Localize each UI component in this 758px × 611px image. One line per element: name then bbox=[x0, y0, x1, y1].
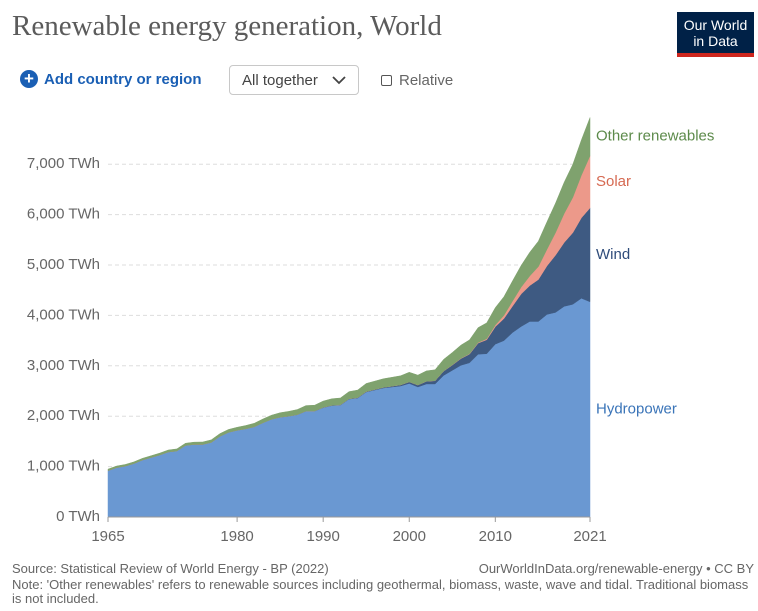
button-label: Add country or region bbox=[44, 70, 202, 88]
x-tick-label: 1990 bbox=[306, 528, 339, 545]
series-label: Hydropower bbox=[596, 400, 677, 417]
logo[interactable]: Our World in Data bbox=[677, 12, 754, 57]
plus-icon: + bbox=[20, 70, 38, 88]
x-tick-label: 2010 bbox=[479, 528, 512, 545]
area bbox=[107, 297, 591, 518]
chart-title: Renewable energy generation, World bbox=[12, 10, 442, 42]
source: Source: Statistical Review of World Ener… bbox=[12, 561, 329, 576]
x-tick-label: 2021 bbox=[573, 528, 606, 545]
y-tick-label: 1,000 TWh bbox=[27, 458, 100, 475]
mode-dropdown[interactable]: All together bbox=[229, 65, 359, 95]
area bbox=[107, 117, 591, 471]
series-label: Other renewables bbox=[596, 128, 714, 145]
x-tick-label: 1980 bbox=[220, 528, 253, 545]
logo-text: Our World bbox=[683, 17, 748, 33]
y-tick-label: 3,000 TWh bbox=[27, 357, 100, 374]
dropdown-label: All together bbox=[242, 72, 318, 89]
y-tick-label: 6,000 TWh bbox=[27, 206, 100, 223]
chevron bbox=[332, 76, 346, 85]
y-tick-label: 4,000 TWh bbox=[27, 306, 100, 323]
y-tick-label: 7,000 TWh bbox=[27, 155, 100, 172]
chart: 0 TWh 1,000 TWh 2,000 TWh 3,000 TWh 4,000 TW… bbox=[27, 117, 714, 545]
series-label: Solar bbox=[596, 173, 631, 190]
y-tick-label: 5,000 TWh bbox=[27, 256, 100, 273]
x-tick-label: 2000 bbox=[393, 528, 426, 545]
source-link[interactable]: OurWorldInData.org/renewable-energy • CC… bbox=[478, 561, 754, 576]
checkbox-label: Relative bbox=[399, 72, 454, 89]
y-tick-label: 0 TWh bbox=[56, 508, 100, 525]
add-country-button[interactable]: + Add country or region bbox=[20, 70, 202, 88]
x-tick-label: 1965 bbox=[91, 528, 124, 545]
series-label: Wind bbox=[596, 246, 630, 263]
relative-checkbox[interactable]: Relative bbox=[381, 72, 453, 89]
checkbox bbox=[381, 75, 392, 86]
logo-text: in Data bbox=[693, 33, 738, 49]
note: Note: 'Other renewables' refers to renew… bbox=[12, 577, 749, 606]
y-tick-label: 2,000 TWh bbox=[27, 407, 100, 424]
